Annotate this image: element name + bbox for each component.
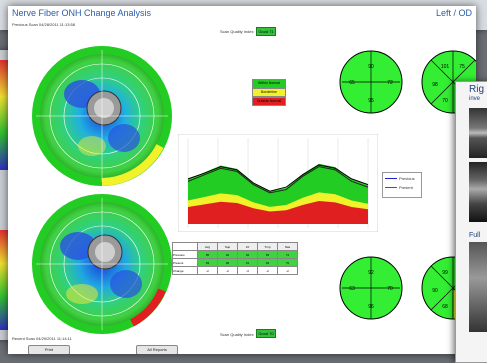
tsnit-profile-chart[interactable] — [178, 134, 378, 232]
table-cell: 90 — [217, 258, 238, 267]
table-cell: -3 — [237, 266, 258, 275]
severity-legend: Within Normal Borderline Outside Normal — [252, 79, 286, 106]
recent-scan-label: Recent Scan 04/29/2011 11:14:11 — [12, 336, 72, 341]
legend-outside-normal: Outside Normal — [252, 97, 286, 106]
clock-value: 98 — [432, 82, 438, 88]
oct-scan-image — [469, 242, 487, 332]
print-button[interactable]: Print — [28, 345, 70, 354]
right-window-footer: Full — [469, 232, 481, 239]
table-header: Sup — [217, 242, 238, 251]
table-header-row: Avg Sup Inf Tmp Nas — [172, 242, 298, 251]
table-row: Change -2 -2 -3 -2 -2 — [172, 266, 298, 275]
table-cell: 70 — [277, 258, 298, 267]
legend-present: Present — [399, 185, 413, 190]
legend-within-normal: Within Normal — [252, 79, 286, 88]
rnfl-change-table: Avg Sup Inf Tmp Nas Previous 85 92 94 65… — [172, 242, 298, 275]
quad-value: 63 — [349, 286, 355, 292]
scan-quality-label-bottom: Scan Quality Index — [220, 332, 254, 337]
quad-value: 96 — [368, 304, 374, 310]
scan-quality-label-top: Scan Quality Index — [220, 29, 254, 34]
outside-normal-band — [188, 201, 368, 224]
clock-value: 101 — [441, 64, 450, 70]
table-header: Avg — [197, 242, 218, 251]
legend-borderline: Borderline — [252, 88, 286, 97]
profile-legend: Previous Present — [382, 172, 422, 198]
row-label: Previous — [172, 250, 198, 259]
table-cell: -2 — [277, 266, 298, 275]
table-cell: 91 — [237, 258, 258, 267]
present-series-line — [187, 166, 369, 194]
table-row: Previous 85 92 94 65 72 — [172, 250, 298, 259]
clock-value: 68 — [442, 304, 448, 310]
table-cell: 65 — [257, 250, 278, 259]
table-cell: -2 — [217, 266, 238, 275]
table-cell: 92 — [217, 250, 238, 259]
table-cell: 72 — [277, 250, 298, 259]
quadrant-map-previous[interactable]: 90 65 95 72 — [338, 46, 404, 116]
table-header — [172, 242, 198, 251]
table-header: Inf — [237, 242, 258, 251]
quad-value: 65 — [349, 80, 355, 86]
table-cell: -2 — [197, 266, 218, 275]
window-title: Nerve Fiber ONH Change Analysis — [12, 8, 152, 18]
table-cell: 83 — [197, 258, 218, 267]
legend-previous: Previous — [399, 176, 415, 181]
clock-value: 70 — [442, 98, 448, 104]
right-eye-window[interactable]: Rig inve Full — [455, 81, 487, 363]
quad-value: 72 — [387, 80, 393, 86]
table-cell: 94 — [237, 250, 258, 259]
oct-scan-image — [469, 162, 487, 222]
all-reports-button[interactable]: All Reports — [136, 345, 178, 354]
table-header: Nas — [277, 242, 298, 251]
table-cell: -2 — [257, 266, 278, 275]
quad-value: 70 — [387, 286, 393, 292]
row-label: Change — [172, 266, 198, 275]
row-label: Present — [172, 258, 198, 267]
quad-value: 90 — [368, 64, 374, 70]
quad-value: 95 — [368, 98, 374, 104]
scan-quality-badge-top: Good 71 — [256, 27, 276, 36]
table-header: Tmp — [257, 242, 278, 251]
eye-label: Left / OD — [435, 8, 472, 18]
clock-value: 99 — [442, 270, 448, 276]
table-cell: 63 — [257, 258, 278, 267]
clock-value: 75 — [459, 64, 465, 70]
previous-scan-label: Previous Scan 04/28/2011 11:13:58 — [12, 22, 76, 27]
clock-value: 90 — [432, 288, 438, 294]
previous-series-line — [187, 164, 369, 192]
quadrant-map-present[interactable]: 92 63 96 70 — [338, 252, 404, 322]
thickness-map-previous[interactable] — [32, 46, 172, 186]
table-row: Present 83 90 91 63 70 — [172, 258, 298, 267]
right-window-title: Rig — [469, 84, 485, 95]
right-window-subtitle: inve — [469, 96, 481, 102]
quad-value: 92 — [368, 270, 374, 276]
scan-quality-badge-bottom: Good 70 — [256, 329, 276, 338]
thickness-map-present[interactable] — [32, 194, 172, 334]
analysis-window: Nerve Fiber ONH Change Analysis Left / O… — [8, 6, 476, 354]
oct-scan-image — [469, 108, 487, 158]
table-cell: 85 — [197, 250, 218, 259]
